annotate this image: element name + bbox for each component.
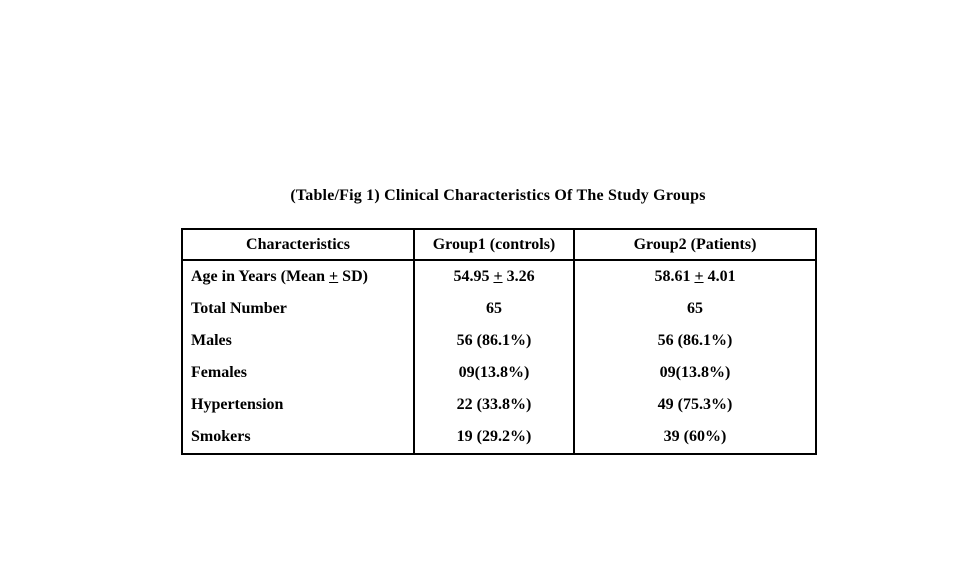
column-header-group2: Group2 (Patients) xyxy=(573,229,816,261)
row-label: Smokers xyxy=(191,428,251,445)
group1-value: 22 (33.8%) xyxy=(413,389,574,421)
table-header-row: Characteristics Group1 (controls) Group2… xyxy=(182,229,816,261)
group2-value: 56 (86.1%) xyxy=(573,325,816,357)
table-row: Females 09(13.8%) 09(13.8%) xyxy=(182,357,816,389)
group2-value: 39 (60%) xyxy=(573,421,816,454)
plus-minus-sign: + xyxy=(493,268,503,285)
table-container: Characteristics Group1 (controls) Group2… xyxy=(181,228,817,455)
clinical-characteristics-table: Characteristics Group1 (controls) Group2… xyxy=(181,228,817,455)
row-label: Total Number xyxy=(191,300,287,317)
row-label: Females xyxy=(191,364,247,381)
group2-value: 09(13.8%) xyxy=(573,357,816,389)
column-header-group1: Group1 (controls) xyxy=(413,229,574,261)
group2-value: 58.61 + 4.01 xyxy=(573,260,816,293)
group1-value: 54.95 + 3.26 xyxy=(413,260,574,293)
row-label: Males xyxy=(191,332,232,349)
group1-value: 09(13.8%) xyxy=(413,357,574,389)
plus-minus-sign: + xyxy=(694,268,704,285)
group1-value: 65 xyxy=(413,293,574,325)
column-header-characteristics: Characteristics xyxy=(182,229,414,261)
table-row: Age in Years (Mean + SD) 54.95 + 3.26 58… xyxy=(182,260,816,293)
group1-value: 56 (86.1%) xyxy=(413,325,574,357)
table-row: Smokers 19 (29.2%) 39 (60%) xyxy=(182,421,816,454)
table-row: Total Number 65 65 xyxy=(182,293,816,325)
table-row: Hypertension 22 (33.8%) 49 (75.3%) xyxy=(182,389,816,421)
group2-value: 65 xyxy=(573,293,816,325)
row-label: Age in Years (Mean + SD) xyxy=(191,268,368,285)
table-row: Males 56 (86.1%) 56 (86.1%) xyxy=(182,325,816,357)
table-title: (Table/Fig 1) Clinical Characteristics O… xyxy=(290,187,706,204)
plus-minus-sign: + xyxy=(329,268,339,285)
group2-value: 49 (75.3%) xyxy=(573,389,816,421)
row-label: Hypertension xyxy=(191,396,284,413)
group1-value: 19 (29.2%) xyxy=(413,421,574,454)
